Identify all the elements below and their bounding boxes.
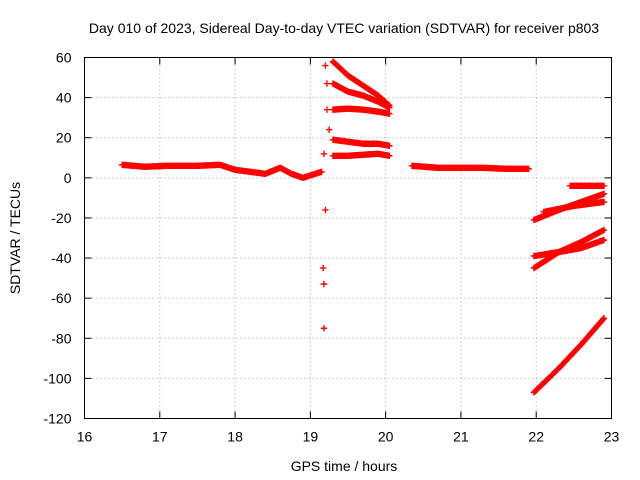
outlier-point: [320, 150, 328, 157]
data-point: [386, 104, 393, 111]
grid-lines: [84, 57, 612, 419]
outlier-point: [322, 62, 329, 69]
outlier-point: [322, 206, 329, 214]
data-point: [600, 190, 608, 198]
y-tick-label: -120: [43, 411, 71, 427]
x-tick-label: 22: [528, 429, 544, 445]
x-axis-ticks: 16 17 18 19 20 21 22 23: [77, 57, 620, 445]
chart-title: Day 010 of 2023, Sidereal Day-to-day VTE…: [89, 20, 599, 36]
outlier-point: [320, 280, 328, 288]
data-point: [600, 226, 608, 234]
data-point: [386, 110, 393, 117]
series-arc-d: [329, 105, 393, 117]
y-tick-label: 0: [64, 170, 72, 186]
series-arc-c: [329, 80, 393, 111]
data-point: [386, 142, 393, 149]
series-arc-h: [566, 182, 608, 190]
data-point: [600, 198, 608, 206]
series-arc-m: [530, 315, 608, 396]
series-arc-e: [329, 136, 393, 149]
y-tick-label: -100: [43, 370, 71, 386]
series-arc-b: [329, 58, 393, 109]
x-tick-label: 18: [227, 429, 243, 445]
outlier-point: [320, 325, 328, 332]
data-points: [118, 58, 608, 396]
x-tick-label: 21: [453, 429, 469, 445]
x-tick-label: 19: [303, 429, 319, 445]
series-outliers: [319, 62, 333, 332]
outlier-point: [319, 264, 327, 272]
data-point: [525, 165, 532, 173]
outlier-point: [323, 80, 331, 87]
y-tick-label: 20: [56, 130, 72, 146]
y-tick-label: -60: [51, 290, 71, 306]
series-arc-g: [408, 162, 532, 173]
data-point: [600, 315, 608, 322]
data-point: [318, 168, 325, 176]
series-arc-l: [530, 226, 608, 272]
x-tick-label: 17: [152, 429, 168, 445]
data-point: [600, 236, 608, 244]
data-point: [599, 315, 607, 323]
y-tick-label: -20: [51, 210, 71, 226]
series-arc-a: [118, 161, 325, 182]
x-axis-label: GPS time / hours: [291, 458, 398, 474]
plot-frame: [84, 57, 612, 419]
series-arc-j: [540, 198, 608, 216]
y-axis-ticks: -120 -100 -80 -60 -40 -20 0 20 40 60: [43, 50, 612, 427]
y-tick-label: 60: [56, 50, 72, 66]
outlier-point: [325, 126, 333, 133]
x-tick-label: 23: [604, 429, 620, 445]
data-point: [600, 182, 608, 190]
y-tick-label: 40: [56, 90, 72, 106]
series-arc-f: [329, 150, 393, 159]
x-tick-label: 20: [378, 429, 394, 445]
x-tick-label: 16: [77, 429, 93, 445]
data-point: [386, 152, 393, 159]
y-tick-label: -80: [51, 330, 71, 346]
y-axis-label: SDTVAR / TECUs: [7, 182, 23, 294]
outlier-point: [323, 106, 331, 113]
y-tick-label: -40: [51, 250, 71, 266]
